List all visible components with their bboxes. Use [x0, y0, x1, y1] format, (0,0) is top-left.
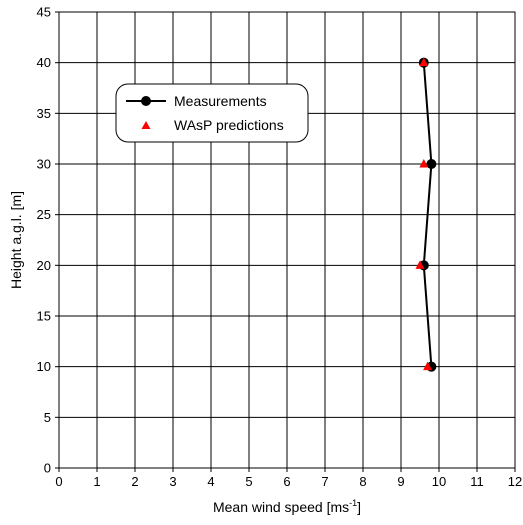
y-tick-label: 40	[37, 55, 51, 70]
x-tick-label: 6	[283, 474, 290, 489]
x-tick-label: 4	[207, 474, 214, 489]
x-tick-label: 0	[55, 474, 62, 489]
x-axis-label-suffix: ]	[357, 499, 361, 515]
y-tick-label: 15	[37, 309, 51, 324]
x-axis-label-main: Mean wind speed [ms	[213, 499, 349, 515]
legend-measurements-label: Measurements	[174, 93, 267, 109]
y-tick-label: 35	[37, 106, 51, 121]
legend-wasp-label: WAsP predictions	[174, 117, 284, 133]
x-tick-label: 10	[432, 474, 446, 489]
x-tick-label: 9	[397, 474, 404, 489]
x-tick-label: 5	[245, 474, 252, 489]
x-tick-label: 2	[131, 474, 138, 489]
x-tick-label: 3	[169, 474, 176, 489]
y-tick-label: 25	[37, 207, 51, 222]
x-tick-label: 8	[359, 474, 366, 489]
x-axis-label-superscript: -1	[349, 498, 357, 508]
y-tick-label: 45	[37, 5, 51, 20]
legend-measurements-marker	[141, 96, 151, 106]
y-tick-label: 0	[44, 461, 51, 476]
x-tick-label: 7	[321, 474, 328, 489]
x-tick-label: 12	[508, 474, 522, 489]
y-axis-label: Height a.g.l. [m]	[8, 191, 24, 289]
y-tick-label: 20	[37, 258, 51, 273]
x-tick-label: 1	[93, 474, 100, 489]
x-axis-label: Mean wind speed [ms-1]	[213, 498, 361, 515]
y-tick-label: 5	[44, 410, 51, 425]
x-tick-label: 11	[470, 474, 484, 489]
legend: Measurements WAsP predictions	[116, 84, 308, 142]
y-tick-label: 30	[37, 157, 51, 172]
y-tick-label: 10	[37, 359, 51, 374]
